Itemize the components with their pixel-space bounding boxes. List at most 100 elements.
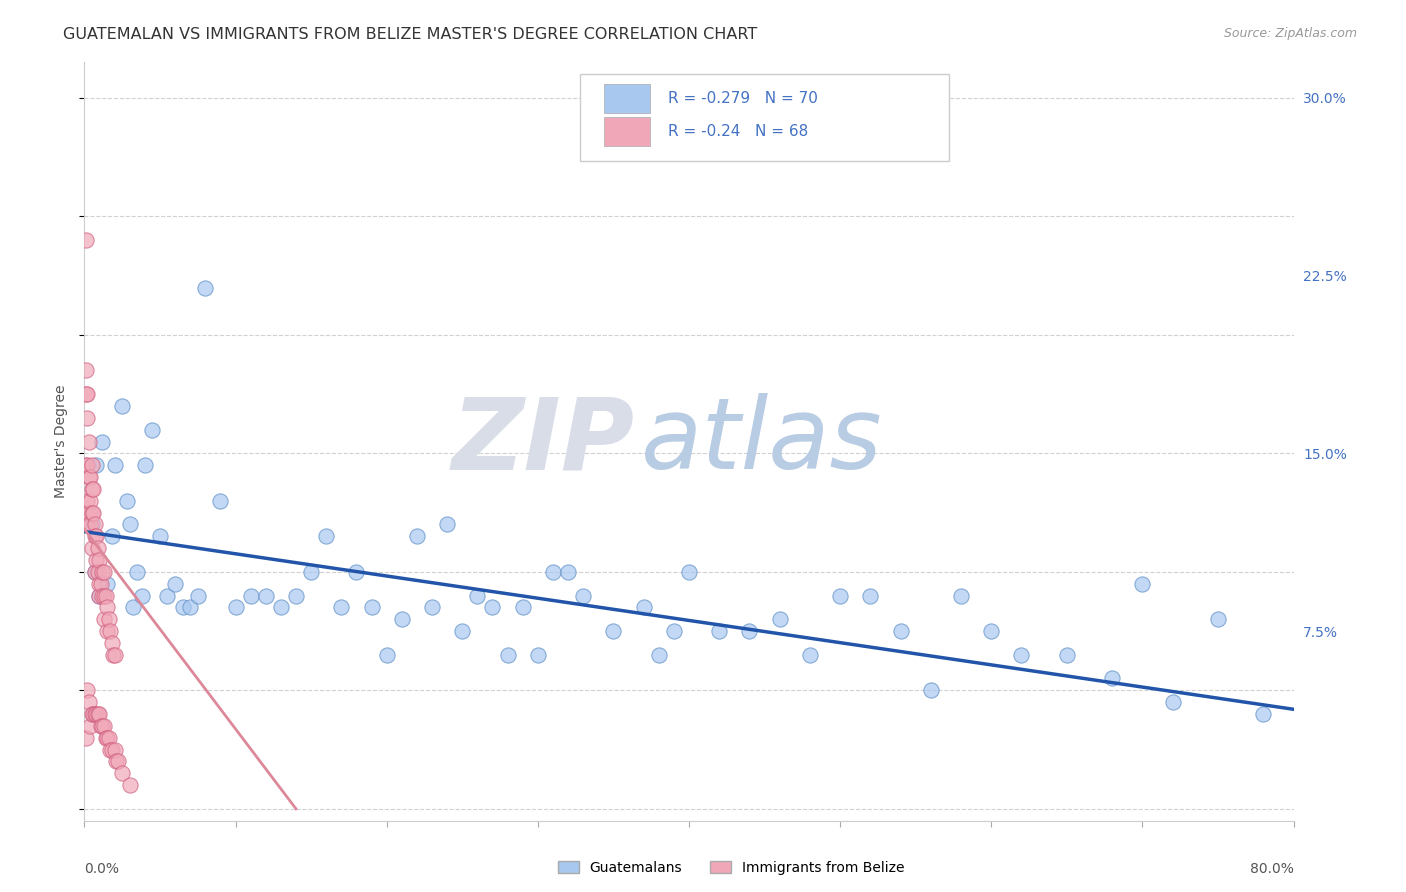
Point: [648, 648, 671, 662]
Point: [87, 706, 110, 721]
Point: [118, 517, 141, 532]
Point: [678, 565, 700, 579]
Point: [98, 742, 121, 756]
Point: [75, 731, 97, 745]
Point: [77, 470, 100, 484]
Point: [512, 600, 534, 615]
Point: [557, 565, 579, 579]
Point: [134, 458, 156, 473]
Point: [84, 565, 107, 579]
Point: [105, 755, 128, 769]
Point: [662, 624, 685, 639]
Point: [541, 565, 564, 579]
Point: [89, 706, 111, 721]
Point: [82, 482, 104, 496]
Text: 80.0%: 80.0%: [1250, 863, 1294, 876]
Point: [285, 589, 308, 603]
Point: [194, 280, 217, 294]
Point: [84, 706, 107, 721]
Point: [82, 506, 104, 520]
Point: [87, 565, 110, 579]
Point: [1206, 612, 1229, 626]
Point: [84, 565, 107, 579]
FancyBboxPatch shape: [605, 85, 650, 113]
Point: [93, 612, 115, 626]
Point: [76, 458, 98, 473]
Point: [830, 589, 852, 603]
Point: [346, 565, 368, 579]
Point: [79, 470, 101, 484]
Point: [131, 589, 153, 603]
Point: [127, 565, 149, 579]
Point: [80, 517, 103, 532]
Point: [859, 589, 882, 603]
Point: [100, 742, 122, 756]
Point: [950, 589, 973, 603]
Point: [420, 600, 443, 615]
FancyBboxPatch shape: [605, 117, 650, 145]
Point: [391, 612, 413, 626]
Point: [98, 624, 121, 639]
Point: [76, 493, 98, 508]
Point: [209, 493, 232, 508]
Point: [96, 600, 118, 615]
Text: GUATEMALAN VS IMMIGRANTS FROM BELIZE MASTER'S DEGREE CORRELATION CHART: GUATEMALAN VS IMMIGRANTS FROM BELIZE MAS…: [63, 27, 758, 42]
Point: [86, 706, 108, 721]
Point: [77, 434, 100, 449]
Point: [91, 434, 114, 449]
Point: [86, 529, 108, 543]
Point: [527, 648, 550, 662]
Point: [90, 576, 112, 591]
Point: [107, 755, 129, 769]
Point: [80, 506, 103, 520]
Point: [360, 600, 382, 615]
Point: [156, 589, 179, 603]
Point: [436, 517, 458, 532]
Point: [76, 517, 98, 532]
Point: [80, 458, 103, 473]
Point: [75, 233, 97, 247]
Point: [87, 541, 110, 556]
Point: [77, 506, 100, 520]
Point: [100, 636, 122, 650]
Point: [94, 731, 117, 745]
Point: [100, 529, 122, 543]
Point: [1130, 576, 1153, 591]
Point: [89, 589, 111, 603]
Point: [467, 589, 489, 603]
Point: [91, 589, 114, 603]
Point: [96, 576, 118, 591]
Point: [118, 778, 141, 792]
Point: [97, 731, 120, 745]
Point: [104, 648, 127, 662]
Point: [104, 742, 127, 756]
Point: [76, 410, 98, 425]
Point: [89, 589, 111, 603]
Point: [239, 589, 262, 603]
Point: [299, 565, 322, 579]
Point: [90, 719, 112, 733]
Point: [179, 600, 201, 615]
Point: [111, 399, 134, 413]
Point: [225, 600, 247, 615]
Point: [375, 648, 398, 662]
Point: [330, 600, 353, 615]
Point: [709, 624, 731, 639]
Point: [165, 576, 187, 591]
Point: [84, 517, 107, 532]
Text: R = -0.279   N = 70: R = -0.279 N = 70: [668, 91, 818, 106]
Point: [93, 719, 115, 733]
Point: [406, 529, 429, 543]
Point: [111, 766, 134, 780]
Point: [769, 612, 792, 626]
Point: [1101, 672, 1123, 686]
Point: [89, 576, 111, 591]
Point: [89, 553, 111, 567]
Legend: Guatemalans, Immigrants from Belize: Guatemalans, Immigrants from Belize: [553, 855, 910, 880]
Point: [101, 648, 124, 662]
Point: [76, 683, 98, 698]
Text: ZIP: ZIP: [451, 393, 634, 490]
Point: [141, 423, 163, 437]
Point: [1011, 648, 1033, 662]
Point: [79, 719, 101, 733]
